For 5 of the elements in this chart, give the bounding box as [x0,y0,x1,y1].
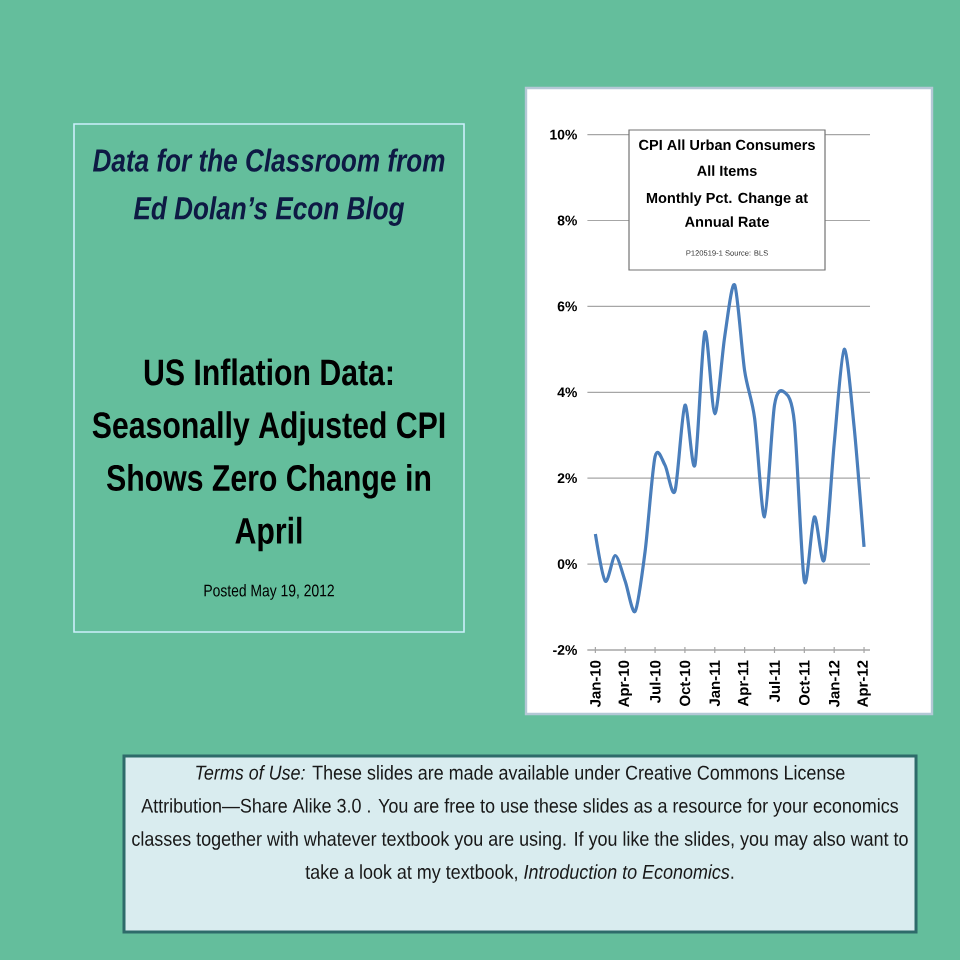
text: Posted May 19, 2012 [204,584,334,600]
text: Terms of Use: These slides are made available under Creative Commons License Attribution—Share Alike 3.0 . You are free to use these slides as a resource for your economics classes together with whatever textbook you are using. If you like the slides, you may also want to take a look at my textbook, Introduction to Economics. [132,765,908,883]
text: Data for the Classroom from Ed Dolan’s Econ Blog [92,148,445,226]
text: US Inflation Data: Seasonally Adjusted CPI Shows Zero Change in April [92,358,445,552]
line-series [593,283,866,613]
